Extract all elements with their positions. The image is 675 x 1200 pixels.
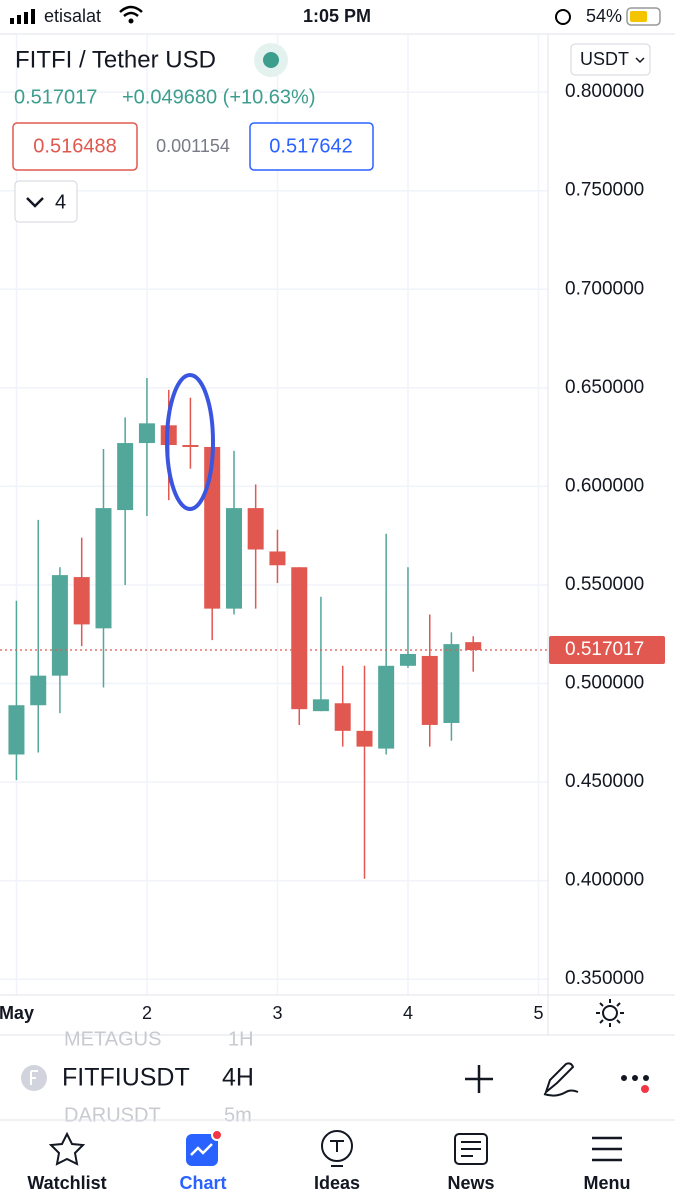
y-tick-label: 0.750000: [565, 180, 644, 201]
last-price-tag: [549, 635, 665, 664]
symbol-title: FITFI / Tether USD: [15, 46, 216, 73]
indicator-count: 4: [55, 191, 66, 213]
tab-label[interactable]: Ideas: [314, 1173, 360, 1193]
candle-body: [356, 730, 373, 747]
faded-symbol: METAGUS: [64, 1028, 161, 1050]
candle-body: [8, 705, 25, 755]
candle-body: [73, 577, 90, 625]
status-bar: etisalat 1:05 PM 54%: [10, 6, 661, 26]
tab-label[interactable]: Menu: [584, 1173, 631, 1193]
faded-interval: 5m: [224, 1104, 252, 1126]
candle-body: [30, 675, 47, 706]
candle-body: [312, 699, 329, 712]
currency-select[interactable]: [570, 43, 651, 76]
candle-body: [138, 423, 155, 444]
last-price-label: 0.517017: [565, 639, 644, 660]
candle-body: [182, 445, 199, 447]
x-tick-label: 5: [533, 1003, 543, 1023]
x-tick-label: May: [0, 1003, 34, 1023]
x-tick-label: 2: [142, 1003, 152, 1023]
candle-body: [291, 567, 308, 710]
settings-icon[interactable]: [596, 999, 624, 1027]
x-tick-label: 3: [272, 1003, 282, 1023]
candle-body: [225, 508, 242, 609]
faded-interval: 1H: [228, 1028, 254, 1050]
tab-label[interactable]: News: [447, 1173, 494, 1193]
add-button[interactable]: [465, 1065, 493, 1093]
bid-price: 0.516488: [33, 135, 116, 157]
tab-label[interactable]: Watchlist: [27, 1173, 106, 1193]
tab-label[interactable]: Chart: [179, 1173, 226, 1193]
clock: 1:05 PM: [303, 6, 371, 26]
last-price: 0.517017: [14, 86, 97, 108]
candle-body: [465, 642, 482, 651]
symbol-bar: METAGUS 1H DARUSDT 5m FITFIUSDT 4H: [21, 1028, 649, 1126]
candle-body: [117, 443, 134, 511]
candle-body: [269, 551, 286, 566]
tab-bar: Watchlist Chart Ideas News Menu: [27, 1129, 631, 1193]
ask-price: 0.517642: [269, 135, 352, 157]
y-tick-label: 0.500000: [565, 673, 644, 694]
y-tick-label: 0.350000: [565, 968, 644, 989]
y-tick-label: 0.400000: [565, 870, 644, 891]
faded-symbol: DARUSDT: [64, 1104, 161, 1126]
spread: 0.001154: [156, 136, 230, 156]
currency: USDT: [580, 49, 629, 69]
candle-body: [334, 703, 351, 731]
candle-body: [95, 508, 112, 629]
price-change: +0.049680 (+10.63%): [122, 86, 316, 108]
carrier: etisalat: [44, 6, 101, 26]
interval[interactable]: 4H: [222, 1064, 254, 1092]
candle-body: [421, 655, 438, 725]
candle-body: [51, 575, 68, 676]
candle-body: [443, 644, 460, 723]
y-tick-label: 0.700000: [565, 278, 644, 299]
y-tick-label: 0.550000: [565, 574, 644, 595]
y-tick-label: 0.450000: [565, 771, 644, 792]
buy-button[interactable]: [249, 122, 374, 171]
draw-button[interactable]: [543, 1062, 579, 1097]
candle-body: [399, 653, 416, 666]
annotation-ellipse: [165, 373, 215, 511]
candle-body: [378, 665, 395, 749]
sell-button[interactable]: [12, 122, 138, 171]
x-tick-label: 4: [403, 1003, 413, 1023]
symbol[interactable]: FITFIUSDT: [62, 1064, 190, 1092]
y-tick-label: 0.600000: [565, 475, 644, 496]
battery-level: 54%: [586, 6, 622, 26]
header: FITFI / Tether USD 0.517017 +0.049680 (+…: [12, 43, 651, 223]
y-tick-label: 0.800000: [565, 81, 644, 102]
indicators-toggle[interactable]: [14, 180, 78, 223]
y-tick-label: 0.650000: [565, 377, 644, 398]
candle-body: [247, 508, 264, 550]
